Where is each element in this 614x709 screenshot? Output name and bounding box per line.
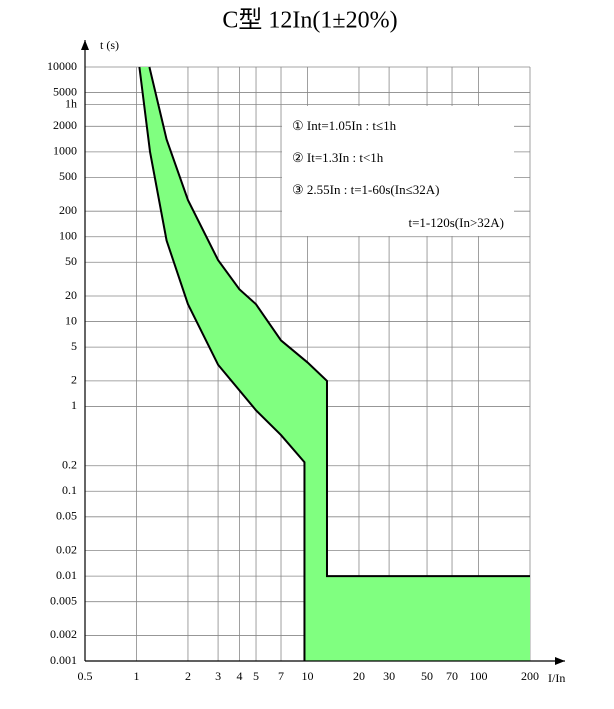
y-tick-label: 1h xyxy=(65,96,77,110)
x-tick-label: 3 xyxy=(215,669,221,683)
x-tick-label: 4 xyxy=(236,669,242,683)
y-tick-label: 100 xyxy=(59,228,77,242)
annotation: ② It=1.3In : t<1h xyxy=(292,150,384,165)
y-tick-label: 0.05 xyxy=(56,509,77,523)
curve xyxy=(138,66,306,661)
x-tick-label: 50 xyxy=(421,669,433,683)
x-tick-label: 100 xyxy=(470,669,488,683)
y-tick-label: 20 xyxy=(65,288,77,302)
y-tick-label: 0.002 xyxy=(50,627,77,641)
x-axis-label: I/In xyxy=(548,671,565,685)
y-tick-label: 2000 xyxy=(53,118,77,132)
curve xyxy=(148,66,530,578)
x-tick-label: 2 xyxy=(185,669,191,683)
x-tick-label: 7 xyxy=(278,669,284,683)
y-tick-label: 1000 xyxy=(53,144,77,158)
y-tick-label: 0.2 xyxy=(62,457,77,471)
y-tick-label: 50 xyxy=(65,254,77,268)
x-tick-label: 1 xyxy=(133,669,139,683)
y-axis-label: t (s) xyxy=(100,38,119,52)
x-tick-label: 10 xyxy=(302,669,314,683)
annotation: t=1-120s(In>32A) xyxy=(408,215,504,230)
y-tick-label: 1 xyxy=(71,398,77,412)
y-tick-label: 10 xyxy=(65,313,77,327)
y-tick-label: 0.1 xyxy=(62,483,77,497)
x-arrow xyxy=(555,657,565,665)
x-tick-label: 5 xyxy=(253,669,259,683)
x-tick-label: 0.5 xyxy=(78,669,93,683)
annotation: ① Int=1.05In : t≤1h xyxy=(292,118,397,133)
y-tick-label: 0.02 xyxy=(56,542,77,556)
x-tick-label: 20 xyxy=(353,669,365,683)
annotation-box xyxy=(282,106,514,236)
y-tick-label: 0.01 xyxy=(56,568,77,582)
y-tick-label: 5000 xyxy=(53,84,77,98)
chart-title: C型 12In(1±20%) xyxy=(222,7,397,34)
x-tick-label: 30 xyxy=(383,669,395,683)
annotation: ③ 2.55In : t=1-60s(In≤32A) xyxy=(292,182,439,197)
x-tick-label: 200 xyxy=(521,669,539,683)
y-tick-label: 2 xyxy=(71,373,77,387)
y-tick-label: 0.005 xyxy=(50,593,77,607)
y-tick-label: 500 xyxy=(59,169,77,183)
x-tick-label: 70 xyxy=(446,669,458,683)
y-arrow xyxy=(81,40,89,50)
y-tick-label: 5 xyxy=(71,339,77,353)
y-tick-label: 10000 xyxy=(47,59,77,73)
band-area xyxy=(139,67,531,661)
y-tick-label: 200 xyxy=(59,203,77,217)
y-tick-label: 0.001 xyxy=(50,653,77,667)
